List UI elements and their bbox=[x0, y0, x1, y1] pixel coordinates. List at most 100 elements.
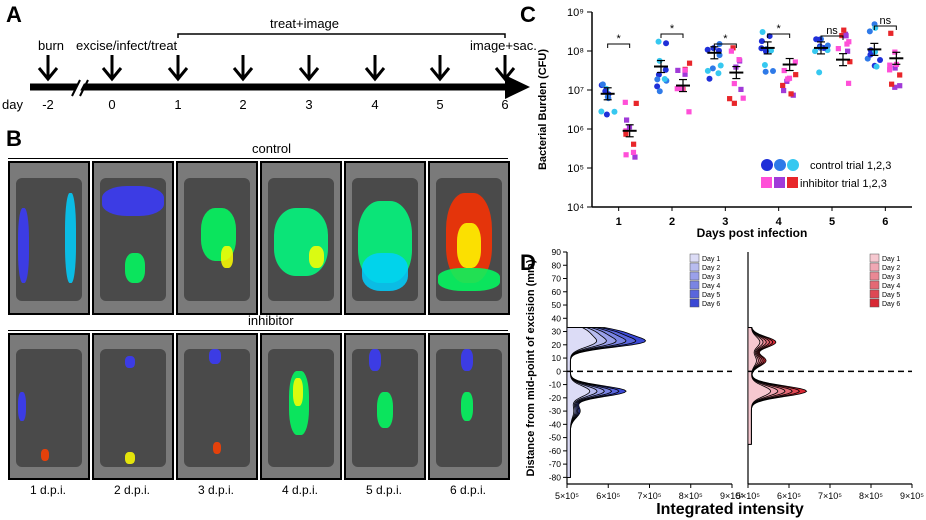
y-tick-label: 10 bbox=[552, 353, 562, 363]
timeline-arrow bbox=[232, 55, 254, 82]
inhibitor-point bbox=[843, 33, 849, 39]
x-tick-label: 7×10⁵ bbox=[637, 491, 661, 501]
inhibitor-point bbox=[622, 99, 628, 105]
control-point bbox=[759, 29, 766, 36]
x-tick-label: 9×10⁵ bbox=[900, 491, 924, 501]
legend-swatch bbox=[689, 262, 700, 272]
legend-control-marker bbox=[787, 159, 799, 171]
legend-swatch bbox=[689, 271, 700, 281]
legend-label: Day 5 bbox=[882, 292, 900, 299]
inhibitor-point bbox=[675, 67, 681, 73]
inhibitor-point bbox=[781, 67, 787, 74]
control-point bbox=[661, 76, 668, 83]
control-point bbox=[663, 40, 670, 47]
y-tick-label: 70 bbox=[552, 274, 562, 284]
y-axis-title: Distance from mid-point of excision (mm) bbox=[525, 259, 537, 476]
inhibitor-point bbox=[889, 81, 895, 87]
inhibitor-point bbox=[845, 80, 852, 86]
inhibitor-point bbox=[785, 76, 791, 82]
inhibitor-point bbox=[630, 149, 637, 156]
control-point bbox=[662, 66, 669, 73]
mouse-image bbox=[176, 333, 258, 480]
panel-a-label: A bbox=[6, 2, 22, 27]
control-point bbox=[654, 83, 661, 90]
inhibitor-point bbox=[686, 109, 692, 115]
control-point bbox=[706, 75, 713, 82]
x-tick-label: 1 bbox=[616, 216, 622, 228]
legend-inhibitor-marker bbox=[761, 177, 772, 188]
control-point bbox=[762, 68, 769, 75]
y-axis-title: Bacterial Burden (CFU) bbox=[537, 49, 549, 170]
day-caption: 1 d.p.i. bbox=[29, 483, 67, 497]
inhibitor-point bbox=[727, 96, 733, 102]
event-excise: excise/infect/treat bbox=[76, 38, 178, 53]
timeline-arrow bbox=[37, 55, 59, 82]
y-tick-label: -80 bbox=[549, 472, 562, 482]
legend-swatch bbox=[689, 289, 700, 299]
panel-b-label: B bbox=[6, 126, 22, 151]
legend-swatch bbox=[869, 280, 880, 290]
day-caption: 4 d.p.i. bbox=[281, 483, 319, 497]
control-point bbox=[656, 88, 663, 95]
significance-label: * bbox=[670, 23, 675, 35]
legend-inhibitor-label: inhibitor trial 1,2,3 bbox=[800, 178, 887, 190]
day-tick-label: 1 bbox=[174, 97, 182, 112]
day-tick-label: -2 bbox=[42, 97, 54, 112]
mouse-image bbox=[260, 333, 342, 480]
control-divider bbox=[8, 158, 508, 159]
y-tick-label: 40 bbox=[552, 313, 562, 323]
inhibitor-point bbox=[845, 48, 851, 54]
inhibitor-point bbox=[887, 62, 893, 68]
control-label: control bbox=[252, 141, 292, 156]
x-tick-label: 4 bbox=[776, 216, 783, 228]
significance-label: * bbox=[617, 33, 622, 45]
significance-label: * bbox=[723, 33, 728, 45]
y-tick-label: 10⁶ bbox=[567, 124, 584, 136]
y-tick-label: -50 bbox=[549, 433, 562, 443]
inhibitor-point bbox=[632, 154, 638, 160]
timeline-diagram bbox=[30, 33, 530, 99]
significance-label: * bbox=[777, 23, 782, 35]
y-tick-label: -30 bbox=[549, 406, 562, 416]
inhibitor-point bbox=[731, 100, 737, 106]
control-point bbox=[611, 108, 618, 115]
legend-label: Day 6 bbox=[702, 301, 720, 308]
control-point bbox=[603, 111, 610, 118]
y-tick-label: 10⁸ bbox=[567, 46, 584, 58]
inhibitor-point bbox=[633, 100, 639, 106]
inhibitor-point bbox=[897, 72, 903, 78]
day-tick-label: 4 bbox=[371, 97, 379, 112]
legend-label: Day 1 bbox=[702, 256, 720, 263]
inhibitor-point bbox=[736, 57, 742, 63]
intensity-area bbox=[747, 327, 772, 445]
x-tick-label: 6×10⁵ bbox=[596, 491, 620, 501]
control-point bbox=[717, 62, 724, 69]
inhibitor-point bbox=[731, 80, 737, 87]
x-tick-label: 6 bbox=[882, 216, 888, 228]
legend-label: Day 5 bbox=[702, 292, 720, 299]
control-point bbox=[715, 70, 722, 77]
y-tick-label: 10⁹ bbox=[567, 7, 584, 19]
legend-swatch bbox=[869, 298, 880, 308]
y-tick-label: 30 bbox=[552, 327, 562, 337]
legend-swatch bbox=[869, 262, 880, 272]
inhibitor-point bbox=[897, 83, 903, 89]
legend-label: Day 1 bbox=[882, 256, 900, 263]
day-tick-label: 3 bbox=[305, 97, 313, 112]
y-tick-label: -10 bbox=[549, 380, 562, 390]
inhibitor-point bbox=[792, 59, 798, 65]
x-tick-label: 5 bbox=[829, 216, 835, 228]
y-tick-label: 50 bbox=[552, 300, 562, 310]
day-label: day bbox=[2, 97, 23, 112]
event-treat: treat+image bbox=[270, 16, 340, 31]
inhibitor-point bbox=[780, 82, 786, 89]
control-point bbox=[654, 76, 661, 83]
legend-swatch bbox=[869, 271, 880, 281]
timeline-arrow bbox=[298, 55, 320, 82]
y-tick-label: 10⁵ bbox=[567, 163, 584, 175]
day-tick-label: 6 bbox=[501, 97, 509, 112]
mouse-image bbox=[92, 333, 174, 480]
inhibitor-point bbox=[728, 48, 734, 54]
control-point bbox=[761, 62, 768, 69]
legend-label: Day 3 bbox=[702, 274, 720, 281]
